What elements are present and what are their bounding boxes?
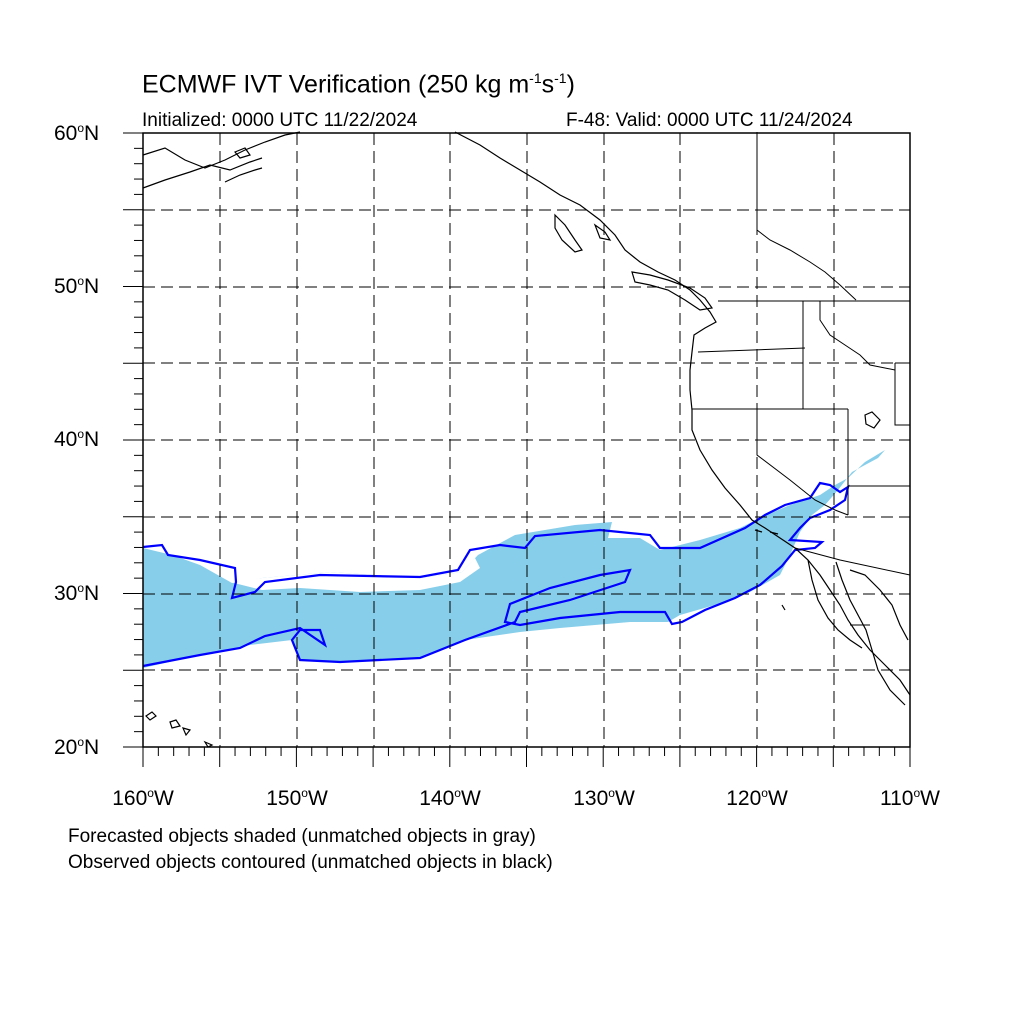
chart-title: ECMWF IVT Verification (250 kg m-1s-1) [142,70,575,99]
coastlines [142,131,911,748]
lat-label-60: 60oN [54,121,100,145]
lon-label-110w: 110oW [880,786,940,810]
valid-time-label: F-48: Valid: 0000 UTC 11/24/2024 [566,110,853,131]
lon-label-150w: 150oW [266,786,328,810]
graticule [143,133,910,747]
observed-contour [142,481,850,668]
lat-label-40: 40oN [54,427,100,451]
lat-label-20: 20oN [54,735,100,759]
legend-observed-note: Observed objects contoured (unmatched ob… [68,852,553,873]
lon-label-120w: 120oW [726,786,788,810]
legend-forecast-note: Forecasted objects shaded (unmatched obj… [68,826,536,847]
political-boundaries [692,132,911,626]
lon-label-130w: 130oW [573,786,635,810]
lon-label-160w: 160oW [112,786,174,810]
lat-label-30: 30oN [54,581,100,605]
lon-label-140w: 140oW [419,786,481,810]
axis-ticks [123,132,911,767]
forecast-object [143,450,885,668]
lat-label-50: 50oN [54,274,100,298]
initialized-label: Initialized: 0000 UTC 11/22/2024 [142,110,418,131]
